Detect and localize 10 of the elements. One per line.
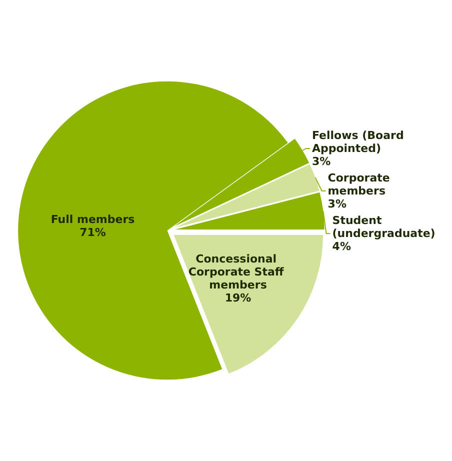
slice-label: Concessional Corporate Staff members [188,252,288,292]
data-label: 71% [80,226,106,240]
slice-label: Student (undergraduate) [332,214,436,240]
slice-label: Fellows (Board Appointed) [312,128,408,155]
slice-label: Corporate members [328,171,394,198]
data-label: 4% [332,240,351,254]
data-label: 3% [312,154,331,168]
data-label: 3% [328,197,346,210]
data-label: 19% [224,292,252,305]
slice-label: Full members [50,213,136,226]
